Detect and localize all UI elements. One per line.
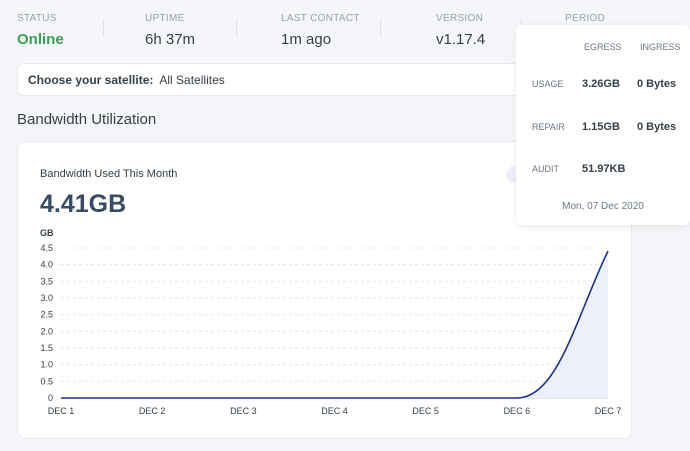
x-tick-label: DEC 5: [412, 406, 439, 416]
stat-label: PERIOD: [565, 13, 606, 24]
tooltip-header-ingress: INGRESS: [640, 42, 681, 52]
card-subtitle: Bandwidth Used This Month: [40, 168, 178, 180]
version-value: v1.17.4: [436, 31, 486, 48]
satellite-selector-label: Choose your satellite:: [28, 72, 154, 87]
x-tick-label: DEC 1: [48, 406, 75, 416]
tooltip-row-label: REPAIR: [532, 122, 565, 132]
stat-uptime: UPTIME 6h 37m: [145, 13, 195, 48]
tooltip-ingress-value: 0 Bytes: [637, 78, 677, 90]
usage-area: [61, 251, 608, 398]
section-title: Bandwidth Utilization: [17, 111, 157, 128]
tooltip-row-label: USAGE: [532, 79, 564, 89]
y-tick-label: 0: [48, 393, 53, 403]
y-tick-label: 2.0: [40, 326, 53, 336]
stat-label: LAST CONTACT: [281, 13, 360, 24]
y-tick-label: 1.0: [40, 360, 53, 370]
x-tick-label: DEC 2: [139, 406, 166, 416]
y-tick-label: 3.0: [40, 293, 53, 303]
y-tick-label: 0.5: [40, 376, 53, 386]
y-tick-label: 1.5: [40, 343, 53, 353]
divider: [380, 19, 381, 37]
x-tick-label: DEC 3: [230, 406, 257, 416]
y-axis-label: GB: [40, 228, 54, 238]
tooltip-egress-value: 3.26GB: [582, 78, 620, 90]
stat-label: STATUS: [17, 13, 57, 24]
stat-version: VERSION v1.17.4: [436, 13, 485, 48]
stat-last-contact: LAST CONTACT 1m ago: [281, 13, 360, 48]
y-tick-label: 2.5: [40, 310, 53, 320]
uptime-value: 6h 37m: [145, 31, 196, 48]
x-tick-label: DEC 4: [321, 406, 348, 416]
tooltip-row-label: AUDIT: [532, 164, 559, 174]
y-tick-label: 3.5: [40, 276, 53, 286]
satellite-selector[interactable]: Choose your satellite: All Satellites: [17, 63, 537, 96]
stat-period[interactable]: PERIOD: [565, 13, 605, 31]
satellite-selector-value[interactable]: All Satellites: [159, 72, 225, 87]
bandwidth-total: 4.41GB: [40, 190, 127, 218]
tooltip-header-egress: EGRESS: [584, 42, 622, 52]
divider: [103, 19, 104, 37]
usage-line: [61, 250, 609, 399]
last-contact-value: 1m ago: [281, 31, 332, 48]
tooltip-ingress-value: 0 Bytes: [637, 121, 677, 133]
chart-tooltip: EGRESS INGRESS USAGE 3.26GB 0 Bytes REPA…: [516, 25, 690, 225]
stat-label: UPTIME: [145, 13, 185, 24]
divider: [236, 19, 237, 37]
tooltip-date: Mon, 07 Dec 2020: [562, 201, 644, 212]
tooltip-egress-value: 51.97KB: [582, 163, 626, 175]
status-value: Online: [17, 31, 64, 48]
y-tick-label: 4.5: [40, 243, 53, 253]
x-tick-label: DEC 7: [595, 406, 622, 416]
x-tick-label: DEC 6: [504, 406, 531, 416]
tooltip-egress-value: 1.15GB: [582, 121, 620, 133]
stat-label: VERSION: [436, 13, 484, 24]
y-tick-label: 4.0: [40, 260, 53, 270]
stat-status: STATUS Online: [17, 13, 64, 48]
